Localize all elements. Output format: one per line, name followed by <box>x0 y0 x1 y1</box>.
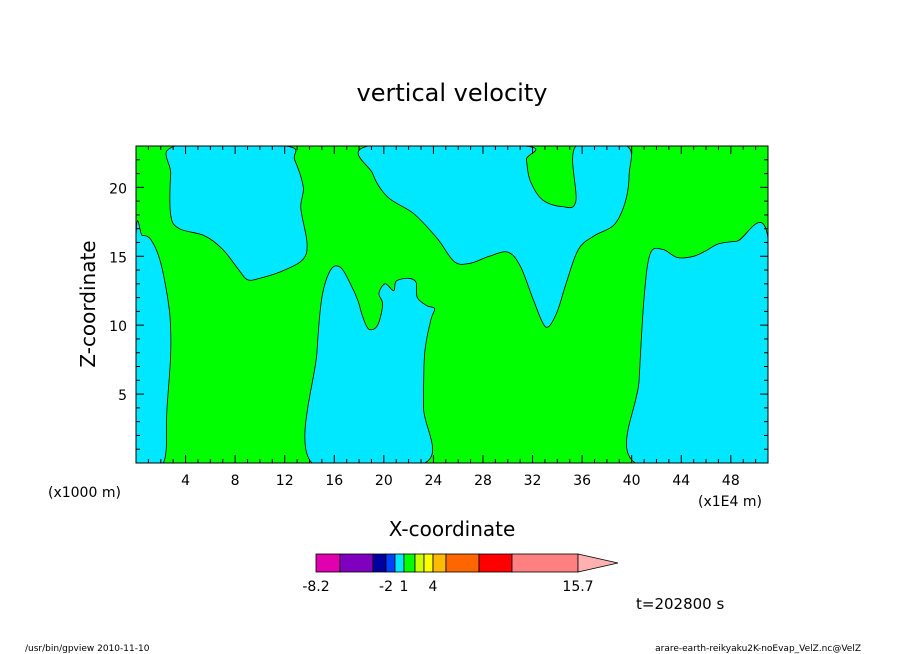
contour-region-negative <box>357 146 632 328</box>
x-tick-label: 24 <box>424 473 442 489</box>
colorbar-arrow <box>577 553 619 573</box>
x-tick-label: 12 <box>276 473 294 489</box>
x-unit-right: (x1E4 m) <box>698 494 762 510</box>
y-axis-label: Z-coordinate <box>76 240 100 367</box>
x-tick-label: 32 <box>524 473 542 489</box>
x-tick-label: 36 <box>573 473 591 489</box>
colorbar-segment <box>432 553 447 573</box>
contour-region-negative <box>304 265 436 463</box>
colorbar-segment <box>478 553 513 573</box>
contour-region-negative <box>626 222 768 463</box>
colorbar-segment <box>385 553 396 573</box>
time-label: t=202800 s <box>636 595 724 613</box>
colorbar-label: 4 <box>429 579 438 595</box>
colorbar-label: 1 <box>400 579 409 595</box>
x-tick-label: 20 <box>375 473 393 489</box>
plot-frame <box>135 145 769 464</box>
x-tick-label: 28 <box>474 473 492 489</box>
y-tick-label: 5 <box>118 388 127 404</box>
x-tick-label: 48 <box>722 473 740 489</box>
contour-regions <box>136 146 768 463</box>
colorbar-segment <box>372 553 387 573</box>
x-tick-label: 44 <box>672 473 690 489</box>
colorbar-segment <box>339 553 374 573</box>
contour-region-negative <box>165 146 308 281</box>
colorbar-label: -8.2 <box>302 579 329 595</box>
y-ticks: 5 10 15 20 <box>109 159 768 450</box>
colorbar-label: 15.7 <box>562 579 593 595</box>
x-tick-label: 8 <box>231 473 240 489</box>
colorbar-label: -2 <box>379 579 393 595</box>
x-tick-label: 40 <box>623 473 641 489</box>
x-tick-label: 4 <box>181 473 190 489</box>
footer-left: /usr/bin/gpview 2010-11-10 <box>25 644 150 654</box>
footer-right: arare-earth-reikyaku2K-noEvap_VelZ.nc@Ve… <box>655 644 861 654</box>
x-unit-left: (x1000 m) <box>48 485 121 501</box>
colorbar-segment <box>423 553 434 573</box>
colorbar-segment <box>403 553 416 573</box>
contour-region-negative <box>136 220 172 463</box>
colorbar: -8.2 -2 1 4 15.7 <box>302 553 619 595</box>
y-tick-label: 15 <box>109 250 127 266</box>
colorbar-segment <box>394 553 405 573</box>
x-axis-label: X-coordinate <box>389 517 516 541</box>
x-tick-label: 16 <box>325 473 343 489</box>
colorbar-segment <box>511 553 579 573</box>
colorbar-segment <box>414 553 425 573</box>
y-tick-label: 10 <box>109 319 127 335</box>
x-ticks: 4 8 12 16 20 24 28 32 36 40 44 48 <box>147 146 769 489</box>
colorbar-segment <box>315 553 341 573</box>
chart-title: vertical velocity <box>357 79 548 107</box>
y-tick-label: 20 <box>109 181 127 197</box>
colorbar-segment <box>445 553 480 573</box>
